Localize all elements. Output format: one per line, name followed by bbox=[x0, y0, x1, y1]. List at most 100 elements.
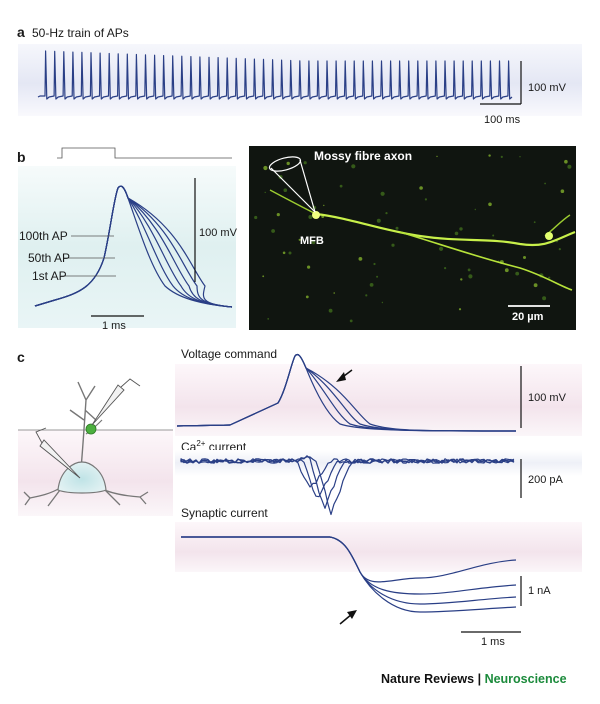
ap-train-trace bbox=[37, 50, 513, 100]
fluorescent-speck bbox=[492, 234, 495, 237]
voltage-command-trace-4 bbox=[176, 353, 517, 432]
fluorescent-speck bbox=[424, 198, 427, 201]
ca-current-trace-3 bbox=[180, 455, 515, 509]
fluorescent-speck bbox=[504, 268, 509, 273]
panel-a-voltage-scale-label: 100 mV bbox=[528, 82, 567, 94]
fluorescent-speck bbox=[519, 156, 521, 158]
fluorescent-speck bbox=[308, 215, 313, 219]
fluorescent-speck bbox=[419, 186, 423, 190]
basal-dendrites bbox=[23, 487, 149, 507]
bouton-right bbox=[545, 232, 553, 240]
micrograph-background bbox=[249, 146, 576, 330]
synaptic-current-scale-label: 1 nA bbox=[528, 585, 551, 597]
mfb-label: MFB bbox=[300, 235, 324, 247]
fluorescent-speck bbox=[282, 251, 286, 255]
fluorescent-speck bbox=[467, 268, 471, 272]
axon-proximal bbox=[269, 189, 317, 215]
panel-b-voltage-scale-label: 100 mV bbox=[199, 227, 238, 239]
fluorescent-speck bbox=[564, 159, 568, 164]
fluorescent-speck bbox=[276, 213, 280, 217]
fluorescent-speck bbox=[439, 246, 444, 251]
fluorescent-speck bbox=[365, 294, 368, 297]
synaptic-current-background bbox=[175, 522, 582, 572]
fluorescent-speck bbox=[305, 295, 309, 299]
micrograph-scale-label: 20 µm bbox=[512, 311, 544, 323]
micrograph: Mossy fibre axon MFB 20 µm bbox=[249, 146, 576, 330]
synaptic-current-traces bbox=[181, 536, 517, 613]
label-100th-ap: 100th AP bbox=[19, 229, 68, 243]
patch-pipette-icon bbox=[268, 156, 316, 213]
fluorescent-speck bbox=[358, 257, 363, 261]
fluorescent-speck bbox=[459, 227, 463, 231]
fluorescent-speck bbox=[385, 212, 388, 215]
fluorescent-speck bbox=[533, 221, 536, 224]
ap-trace-6 bbox=[34, 185, 233, 308]
fluorescent-speck bbox=[560, 189, 565, 193]
fluorescent-speck bbox=[436, 155, 438, 158]
fluorescent-speck bbox=[262, 275, 265, 278]
presynaptic-bouton-icon bbox=[85, 423, 97, 435]
fluorescent-speck bbox=[460, 278, 463, 281]
fluorescent-speck bbox=[458, 308, 462, 311]
fluorescent-speck bbox=[548, 276, 551, 279]
fluorescent-speck bbox=[567, 164, 572, 169]
fluorescent-specks bbox=[254, 154, 572, 323]
fluorescent-speck bbox=[533, 283, 538, 288]
fluorescent-speck bbox=[283, 188, 288, 192]
mossy-fibre-bouton bbox=[312, 211, 320, 219]
fluorescent-speck bbox=[307, 265, 311, 269]
journal-credit: Nature Reviews | Neuroscience bbox=[381, 672, 567, 686]
voltage-command-label: Voltage command bbox=[181, 347, 277, 361]
voltage-command-scale-label: 100 mV bbox=[528, 392, 567, 404]
micrograph-title: Mossy fibre axon bbox=[314, 149, 412, 163]
fluorescent-speck bbox=[311, 240, 316, 245]
panel-a: a 50-Hz train of APs 100 mV 100 ms bbox=[17, 24, 582, 126]
fluorescent-speck bbox=[376, 275, 379, 278]
credit-separator: | bbox=[474, 672, 484, 686]
panel-a-letter: a bbox=[17, 24, 25, 40]
fluorescent-speck bbox=[376, 218, 381, 223]
panel-a-title: 50-Hz train of APs bbox=[32, 26, 129, 40]
neuron-schematic bbox=[18, 378, 173, 516]
fluorescent-speck bbox=[381, 301, 384, 304]
ca-current-scale-label: 200 pA bbox=[528, 474, 564, 486]
arrow-synaptic-icon bbox=[339, 610, 357, 625]
fluorescent-speck bbox=[444, 267, 447, 270]
fluorescent-speck bbox=[373, 262, 376, 266]
credit-section: Neuroscience bbox=[485, 672, 567, 686]
panel-b-time-scale-label: 1 ms bbox=[102, 320, 126, 332]
fluorescent-speck bbox=[515, 271, 520, 276]
fluorescent-speck bbox=[454, 231, 459, 236]
panel-a-time-scale-label: 100 ms bbox=[484, 114, 521, 126]
panel-c-time-scale-label: 1 ms bbox=[481, 636, 505, 648]
fluorescent-speck bbox=[328, 308, 333, 313]
fluorescent-speck bbox=[286, 161, 290, 166]
presynaptic-pipette-icon bbox=[91, 378, 141, 426]
fluorescent-speck bbox=[474, 208, 476, 211]
panel-b-background bbox=[18, 166, 236, 328]
panel-c-letter: c bbox=[17, 349, 25, 365]
fluorescent-speck bbox=[254, 215, 258, 220]
mossy-fibre-axon bbox=[315, 212, 576, 247]
ca-current-background bbox=[175, 450, 582, 476]
fluorescent-speck bbox=[500, 155, 503, 158]
fluorescent-speck bbox=[333, 292, 336, 294]
panel-c: c Voltage command bbox=[17, 347, 582, 648]
fluorescent-speck bbox=[542, 296, 547, 301]
fluorescent-speck bbox=[523, 256, 526, 259]
axon-collateral bbox=[399, 231, 573, 291]
fluorescent-speck bbox=[558, 248, 561, 251]
panel-b: b 100th AP 50th AP 1st AP 100 mV 1 ms bbox=[17, 146, 576, 332]
fluorescent-speck bbox=[369, 283, 374, 287]
arrow-voltage-icon bbox=[336, 369, 353, 382]
fluorescent-speck bbox=[298, 238, 301, 241]
fluorescent-speck bbox=[351, 164, 356, 169]
fluorescent-speck bbox=[271, 229, 275, 233]
fluorescent-speck bbox=[303, 161, 307, 165]
fluorescent-speck bbox=[263, 165, 268, 171]
fluorescent-speck bbox=[391, 243, 395, 247]
fluorescent-speck bbox=[488, 202, 492, 207]
somatic-pipette-icon bbox=[35, 427, 81, 479]
fluorescent-speck bbox=[323, 204, 325, 207]
